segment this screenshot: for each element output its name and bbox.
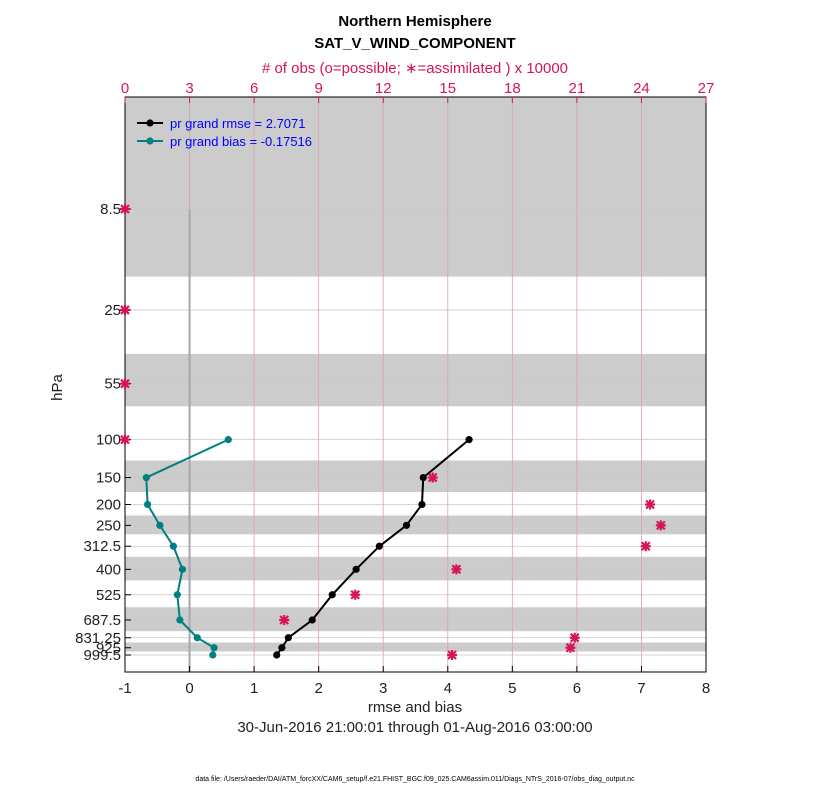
x-axis-label: rmse and bias: [367, 699, 463, 716]
data-file-footnote: data file: /Users/raeder/DAI/ATM_forcXX/…: [195, 776, 635, 783]
top-tick-label: 18: [504, 80, 521, 97]
bias-point: [142, 473, 150, 482]
rmse-point: [418, 500, 426, 509]
bias-point: [210, 644, 218, 652]
rmse-point: [419, 473, 427, 482]
shaded-band-3: [125, 515, 706, 535]
y-tick-label: 100: [96, 432, 121, 449]
obs-count-marker: [447, 650, 458, 660]
bias-point: [156, 521, 164, 529]
legend-marker-bias: [146, 137, 154, 145]
top-tick-label: 15: [439, 80, 456, 97]
obs-count-marker: [120, 434, 130, 445]
x-tick-label: 0: [185, 680, 193, 697]
bias-point: [209, 651, 217, 659]
legend-label-bias: pr grand bias = -0.17516: [170, 134, 312, 149]
obs-count-marker: [645, 499, 656, 510]
bias-point: [178, 565, 187, 573]
top-tick-label: 0: [121, 80, 129, 97]
y-tick-label: 150: [96, 470, 121, 487]
x-tick-label: 6: [573, 680, 581, 697]
top-axis-label: # of obs (o=possible; ∗=assimilated ) x …: [261, 60, 569, 77]
y-tick-label: 200: [96, 496, 121, 513]
rmse-point: [308, 616, 316, 624]
y-tick-label: 525: [96, 587, 121, 604]
obs-count-marker: [569, 632, 580, 643]
obs-count-marker: [350, 589, 361, 600]
obs-count-marker: [120, 378, 130, 389]
shaded-band-0: [125, 97, 706, 277]
shaded-band-5: [125, 607, 706, 632]
obs-count-marker: [565, 642, 576, 653]
y-tick-label: 25: [104, 302, 121, 319]
bias-point: [173, 591, 181, 599]
legend-marker-rmse: [146, 119, 154, 127]
top-tick-label: 12: [375, 80, 392, 97]
obs-count-marker: [120, 204, 130, 214]
rmse-point: [465, 436, 473, 444]
obs-count-marker: [427, 472, 438, 483]
top-tick-label: 3: [185, 80, 193, 97]
obs-count-marker: [451, 564, 462, 575]
y-tick-label: 8.5: [100, 201, 121, 218]
obs-count-marker: [655, 520, 666, 531]
y-tick-label: 925: [96, 640, 121, 657]
title-line2: SAT_V_WIND_COMPONENT: [314, 35, 516, 52]
bias-point: [176, 616, 184, 624]
top-tick-label: 9: [314, 80, 322, 97]
bias-point: [143, 500, 152, 509]
y-axis-label: hPa: [48, 374, 66, 401]
bias-point: [224, 436, 232, 444]
x-tick-label: 3: [379, 680, 387, 697]
y-tick-label: 55: [104, 376, 121, 393]
y-tick-label: 250: [96, 517, 121, 534]
rmse-point: [278, 644, 286, 652]
y-tick-label: 687.5: [83, 612, 121, 629]
obs-count-marker: [640, 541, 651, 552]
rmse-point: [402, 521, 411, 529]
rmse-point: [352, 565, 360, 573]
x-tick-label: 2: [314, 680, 322, 697]
x-tick-label: 4: [444, 680, 452, 697]
rmse-point: [375, 542, 383, 550]
shaded-band-4: [125, 556, 706, 581]
obs-count-marker: [120, 304, 130, 315]
title-line1: Northern Hemisphere: [338, 13, 492, 30]
x-tick-label: 8: [702, 680, 710, 697]
shaded-band-6: [125, 642, 706, 652]
top-tick-label: 6: [250, 80, 258, 97]
top-tick-label: 21: [569, 80, 586, 97]
bias-point: [193, 634, 201, 642]
x-tick-label: -1: [118, 680, 131, 697]
y-tick-label: 400: [96, 561, 121, 578]
shaded-band-1: [125, 353, 706, 407]
rmse-point: [328, 591, 336, 599]
rmse-point: [273, 651, 281, 659]
date-range: 30-Jun-2016 21:00:01 through 01-Aug-2016…: [237, 719, 593, 736]
top-tick-label: 27: [698, 80, 715, 97]
legend-label-rmse: pr grand rmse = 2.7071: [170, 116, 306, 131]
y-tick-label: 831.25: [75, 630, 121, 647]
x-tick-label: 1: [250, 680, 258, 697]
y-tick-label: 312.5: [83, 538, 121, 555]
obs-count-marker: [279, 614, 290, 625]
y-tick-label: 999.5: [83, 647, 121, 664]
x-tick-label: 7: [637, 680, 645, 697]
shaded-band-2: [125, 460, 706, 492]
bias-point: [169, 542, 178, 550]
x-tick-label: 5: [508, 680, 516, 697]
top-tick-label: 24: [633, 80, 650, 97]
rmse-point: [284, 634, 292, 642]
